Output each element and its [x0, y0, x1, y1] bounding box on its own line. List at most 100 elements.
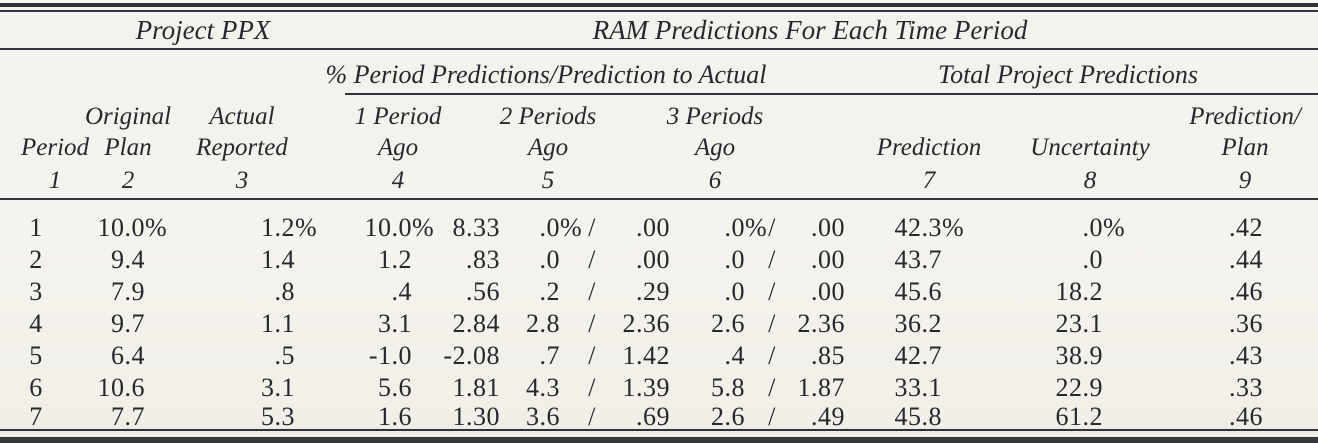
cell-uncertainty: 22.9 — [1056, 373, 1104, 403]
table-row: 4 9.7 1.1 3.1 2.84 2.8 / 2.36 2.6 / 2.36… — [0, 309, 1318, 339]
cell-actual-reported: 1.4 — [261, 245, 295, 275]
cell-prediction-plan: .46 — [1229, 402, 1263, 431]
value: 33.1 — [894, 373, 942, 402]
cell-period: 5 — [29, 341, 43, 370]
value: 45.8 — [894, 402, 942, 431]
cell-1-period-ago-prediction: 10.0% — [364, 213, 434, 242]
value: 5.3 — [261, 402, 295, 431]
value: 6.4 — [111, 341, 145, 370]
cell-period: 3 — [29, 277, 43, 306]
cell-prediction-plan: .46 — [1229, 277, 1263, 306]
slash-divider: / — [588, 277, 596, 306]
value: 3.1 — [378, 309, 412, 338]
cell-period: 4 — [29, 309, 43, 338]
cell-3-periods-ago-ratio: .85 — [811, 341, 845, 370]
header-rule — [0, 198, 1318, 200]
value: 5.8 — [711, 373, 745, 402]
cell-uncertainty: .0% — [1082, 213, 1125, 242]
value: 2.6 — [711, 309, 745, 338]
value: .8 — [274, 277, 295, 306]
cell-2-periods-ago-ratio: .00 — [636, 213, 670, 242]
value: .0 — [1082, 213, 1103, 242]
value: 1.1 — [261, 309, 295, 338]
col-number-1: 1 — [48, 167, 62, 194]
slash-divider: / — [588, 309, 596, 338]
value: 4.3 — [526, 373, 560, 402]
cell-prediction: 45.6 — [895, 277, 943, 307]
table-row: 5 6.4 .5 -1.0 -2.08 .7 / 1.42 .4 / .85 4… — [0, 341, 1318, 371]
value: 1.2 — [378, 245, 412, 274]
col-number-8: 8 — [1083, 167, 1097, 194]
value: 5.6 — [378, 373, 412, 402]
cell-prediction-plan: .36 — [1229, 309, 1263, 338]
slash-divider: / — [588, 341, 596, 370]
col-header-2-periods-ago: Ago — [527, 134, 569, 161]
slash-divider: / — [768, 245, 776, 274]
slash-divider: / — [768, 341, 776, 370]
col-header-3-periods: 3 Periods — [666, 103, 764, 130]
bottom-rule-thin — [0, 429, 1318, 431]
cell-1-period-ago-prediction: .4 — [392, 277, 413, 307]
value: 3.1 — [261, 373, 295, 402]
cell-1-period-ago-prediction: 5.6 — [378, 373, 412, 403]
cell-actual-reported: .8 — [275, 277, 296, 307]
cell-prediction-plan: .44 — [1229, 245, 1263, 274]
cell-1-period-ago-prediction: 3.1 — [378, 309, 412, 339]
bottom-rule-thick — [0, 437, 1318, 443]
cell-original-plan: 9.7 — [111, 309, 145, 339]
value: 10.0 — [97, 213, 145, 242]
cell-original-plan: 10.0% — [97, 213, 167, 242]
col-number-4: 4 — [391, 167, 405, 194]
value: 61.2 — [1055, 402, 1103, 431]
value: .0 — [539, 245, 560, 274]
cell-period: 7 — [29, 402, 43, 431]
value: .0 — [539, 213, 560, 242]
cell-period: 6 — [29, 373, 43, 402]
col-header-prediction: Prediction — [876, 134, 982, 161]
cell-1-period-ago-ratio: -2.08 — [443, 341, 500, 370]
value: 3.6 — [526, 402, 560, 431]
value: .0 — [1082, 245, 1103, 274]
group-underline-rule — [345, 93, 1318, 95]
cell-2-periods-ago-prediction: 3.6 — [526, 402, 560, 432]
cell-uncertainty: 23.1 — [1056, 309, 1104, 339]
top-rule-thin — [0, 10, 1318, 12]
table-row: 6 10.6 3.1 5.6 1.81 4.3 / 1.39 5.8 / 1.8… — [0, 373, 1318, 403]
cell-3-periods-ago-ratio: .00 — [811, 213, 845, 242]
cell-3-periods-ago-prediction: 2.6 — [711, 402, 745, 432]
cell-3-periods-ago-ratio: .49 — [811, 402, 845, 431]
value: 18.2 — [1055, 277, 1103, 306]
cell-prediction: 43.7 — [895, 245, 943, 275]
col-header-prediction-slash: Prediction/ — [1189, 103, 1301, 130]
cell-prediction: 42.7 — [895, 341, 943, 371]
cell-2-periods-ago-ratio: 1.39 — [622, 373, 670, 402]
value: 45.6 — [894, 277, 942, 306]
col-header-original: Original — [84, 103, 172, 130]
table-row: 1 10.0% 1.2% 10.0% 8.33 .0% / .00 .0% / … — [0, 213, 1318, 243]
cell-1-period-ago-ratio: 1.30 — [452, 402, 500, 431]
slash-divider: / — [768, 213, 776, 242]
cell-1-period-ago-prediction: 1.2 — [378, 245, 412, 275]
cell-original-plan: 7.9 — [111, 277, 145, 307]
cell-actual-reported: .5 — [275, 341, 296, 371]
cell-1-period-ago-prediction: 1.6 — [378, 402, 412, 432]
value: 1.2 — [261, 213, 295, 242]
value: .2 — [539, 277, 560, 306]
cell-actual-reported: 1.2% — [261, 213, 317, 242]
cell-2-periods-ago-prediction: 2.8 — [526, 309, 560, 339]
cell-2-periods-ago-ratio: 1.42 — [622, 341, 670, 370]
value: 10.0 — [364, 213, 412, 242]
col-header-3-periods-ago: Ago — [694, 134, 736, 161]
cell-2-periods-ago-ratio: 2.36 — [622, 309, 670, 338]
value: -1.0 — [368, 341, 412, 370]
cell-2-periods-ago-prediction: 4.3 — [526, 373, 560, 403]
value: 38.9 — [1055, 341, 1103, 370]
slash-divider: / — [768, 402, 776, 431]
col-header-1-period: 1 Period — [354, 103, 442, 130]
value: .0 — [724, 277, 745, 306]
slash-divider: / — [588, 402, 596, 431]
table-title-right: RAM Predictions For Each Time Period — [592, 15, 1028, 45]
slash-divider: / — [588, 245, 596, 274]
col-header-reported: Reported — [196, 134, 288, 161]
